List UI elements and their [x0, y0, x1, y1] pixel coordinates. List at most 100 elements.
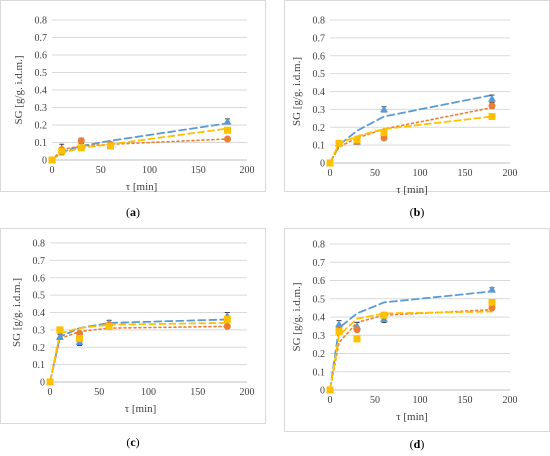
- x-axis-title: τ [min]: [126, 181, 158, 193]
- chart-panel-b: 0 0.1 0.2 0.3 0.4 0.5 0.6 0.7 0.8 0 50 100 150 200 τ […: [284, 0, 550, 197]
- x-tick-label: 200: [240, 387, 255, 398]
- y-tick-label: 0.2: [313, 349, 326, 360]
- y-tick-label: 0.3: [313, 331, 326, 342]
- data-point-triangle: [335, 320, 343, 328]
- y-axis-title: SG [g/g. i.d.m.]: [291, 282, 303, 351]
- panel-caption-d: (d): [409, 437, 425, 451]
- data-point-circle: [380, 134, 388, 142]
- x-tick-label: 200: [503, 395, 518, 406]
- panel-caption-b: (b): [409, 205, 425, 219]
- y-tick-label: 0: [40, 378, 45, 389]
- data-point-square: [105, 322, 113, 330]
- data-point-square: [353, 136, 361, 144]
- panel-letter: b: [413, 205, 421, 219]
- data-point-square: [224, 126, 231, 134]
- data-point-circle: [488, 102, 496, 110]
- chart-svg: 0 0.1 0.2 0.3 0.4 0.5 0.6 0.7 0.8 0 50 100 150 200 τ […: [11, 239, 255, 416]
- x-axis-title: τ [min]: [396, 411, 428, 423]
- y-tick-label: 0.8: [313, 16, 326, 27]
- series-line: [329, 115, 493, 164]
- panel-letter: d: [413, 437, 421, 451]
- x-tick-label: 100: [413, 168, 428, 179]
- chart-svg: 0 0.1 0.2 0.3 0.4 0.5 0.6 0.7 0.8 0 50 100 150 200 τ […: [291, 16, 518, 197]
- chart-svg: 0 0.1 0.2 0.3 0.4 0.5 0.6 0.7 0.8 0 50 100 150 200 τ […: [13, 16, 255, 194]
- data-point-circle: [224, 135, 231, 143]
- series-line: [49, 322, 229, 383]
- data-point-triangle: [488, 94, 496, 102]
- x-tick-label: 50: [370, 168, 380, 179]
- x-axis-title: τ [min]: [125, 403, 157, 415]
- chart-panel-c: 0 0.1 0.2 0.3 0.4 0.5 0.6 0.7 0.8 0 50 100 150 200 τ […: [0, 228, 266, 424]
- data-point-square: [46, 378, 54, 386]
- x-tick-label: 0: [50, 165, 55, 176]
- y-tick-label: 0.8: [35, 16, 48, 27]
- x-tick-label: 150: [191, 165, 206, 176]
- x-tick-label: 50: [94, 387, 104, 398]
- x-tick-label: 0: [328, 395, 333, 406]
- data-point-triangle: [55, 332, 64, 340]
- y-tick-label: 0.5: [33, 291, 46, 302]
- x-tick-label: 0: [48, 387, 53, 398]
- y-tick-label: 0.6: [33, 273, 46, 284]
- data-point-circle: [353, 326, 361, 334]
- y-tick-label: 0.5: [35, 68, 48, 79]
- data-point-circle: [488, 304, 496, 312]
- y-tick-label: 0.1: [33, 360, 46, 371]
- data-point-square: [353, 335, 361, 343]
- panel-caption-a: (a): [126, 205, 140, 219]
- data-point-triangle: [223, 117, 232, 125]
- x-tick-label: 50: [370, 395, 380, 406]
- x-tick-label: 200: [503, 168, 518, 179]
- y-tick-label: 0.5: [313, 294, 326, 305]
- y-tick-label: 0.4: [313, 87, 326, 98]
- y-tick-label: 0.3: [33, 325, 46, 336]
- y-axis-title: SG [g/g. i.d.m.]: [291, 57, 303, 126]
- y-tick-label: 0.2: [35, 121, 48, 132]
- x-tick-label: 100: [142, 165, 157, 176]
- y-axis-title: SG [g/g. i.d.m.]: [13, 55, 25, 124]
- y-tick-label: 0.7: [33, 256, 46, 267]
- panel-caption-c: (c): [126, 435, 140, 449]
- chart-frame: [0, 228, 266, 424]
- y-tick-label: 0.1: [35, 138, 48, 149]
- data-point-square: [76, 335, 84, 343]
- y-tick-label: 0.7: [313, 258, 326, 269]
- y-tick-label: 0.6: [35, 51, 48, 62]
- panel-letter: a: [130, 205, 136, 219]
- x-axis-title: τ [min]: [396, 184, 428, 196]
- data-point-square: [326, 159, 334, 167]
- data-point-square: [48, 156, 56, 164]
- y-tick-label: 0.1: [313, 141, 326, 152]
- y-tick-label: 0.8: [33, 239, 46, 250]
- y-tick-label: 0.3: [35, 103, 48, 114]
- data-point-square: [488, 113, 496, 121]
- x-tick-label: 150: [190, 387, 205, 398]
- y-tick-label: 0.4: [33, 308, 46, 319]
- data-point-square: [488, 298, 496, 306]
- y-tick-label: 0.8: [313, 240, 326, 251]
- y-tick-label: 0.3: [313, 105, 326, 116]
- y-tick-label: 0.7: [313, 33, 326, 44]
- data-point-square: [335, 139, 343, 147]
- y-tick-label: 0.5: [313, 69, 326, 80]
- y-tick-label: 0: [320, 159, 325, 170]
- chart-svg: 0 0.1 0.2 0.3 0.4 0.5 0.6 0.7 0.8 0 50 100 150 200 τ […: [291, 240, 518, 424]
- x-tick-label: 150: [458, 395, 473, 406]
- chart-frame: [0, 0, 266, 192]
- data-point-square: [77, 144, 85, 152]
- data-point-square: [326, 386, 334, 394]
- data-point-circle: [77, 137, 85, 145]
- y-tick-label: 0: [320, 386, 325, 397]
- y-tick-label: 0.2: [313, 123, 326, 134]
- x-tick-label: 0: [328, 168, 333, 179]
- series-line: [329, 310, 493, 391]
- y-tick-label: 0: [42, 156, 47, 167]
- panel-letter: c: [130, 435, 136, 449]
- y-tick-label: 0.6: [313, 51, 326, 62]
- series-line: [329, 94, 493, 164]
- chart-panel-a: 0 0.1 0.2 0.3 0.4 0.5 0.6 0.7 0.8 0 50 100 150 200 τ […: [0, 0, 266, 194]
- y-tick-label: 0.1: [313, 367, 326, 378]
- data-point-square: [380, 129, 388, 137]
- y-tick-label: 0.7: [35, 33, 48, 44]
- data-point-triangle: [488, 285, 496, 293]
